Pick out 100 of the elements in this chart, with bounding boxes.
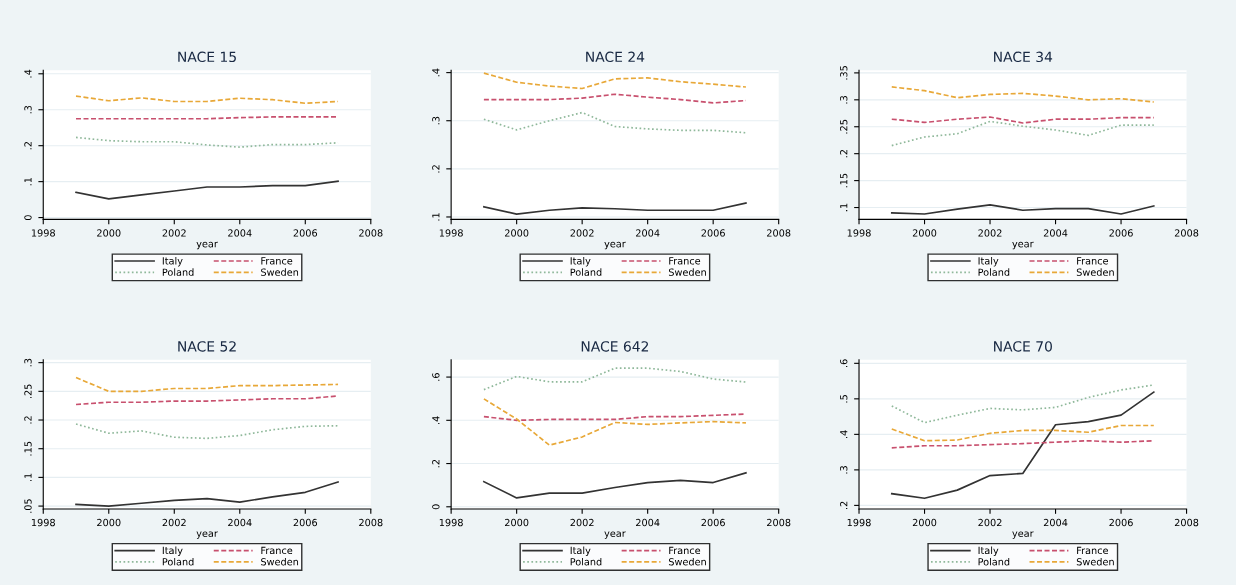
legend-label: France bbox=[669, 257, 701, 265]
y-tick-label: .15 bbox=[840, 173, 848, 188]
x-tick-label: 2008 bbox=[1174, 229, 1199, 237]
legend-label: Italy bbox=[570, 256, 591, 267]
x-tick-label: 2000 bbox=[504, 518, 529, 527]
x-axis-title: year bbox=[1012, 241, 1034, 250]
x-tick-label: 2002 bbox=[570, 229, 594, 237]
legend-label: Sweden bbox=[1076, 268, 1114, 276]
y-tick-label: .25 bbox=[24, 384, 32, 399]
y-tick-label: .2 bbox=[24, 142, 32, 150]
line-series bbox=[75, 180, 339, 200]
x-tick-label: 2008 bbox=[359, 229, 383, 237]
x-axis-title: year bbox=[604, 241, 626, 250]
y-tick-label: .2 bbox=[432, 165, 440, 173]
legend-label: Poland bbox=[570, 268, 602, 276]
x-tick-label: 2002 bbox=[978, 229, 1002, 237]
x-tick-label: 1998 bbox=[847, 229, 871, 237]
y-tick-label: .05 bbox=[24, 499, 32, 513]
chart-title: NACE 15 bbox=[178, 51, 236, 63]
x-tick-label: 2008 bbox=[1174, 518, 1199, 527]
y-tick-label: .3 bbox=[840, 466, 848, 474]
x-axis-title: year bbox=[196, 531, 218, 539]
y-tick-label: .6 bbox=[432, 373, 440, 381]
line-series bbox=[483, 413, 747, 422]
y-tick-label: .1 bbox=[24, 177, 32, 186]
x-tick-label: 2002 bbox=[162, 229, 186, 237]
x-tick-label: 2006 bbox=[701, 518, 725, 527]
x-tick-label: 2002 bbox=[162, 518, 186, 527]
x-tick-label: 1998 bbox=[847, 518, 871, 527]
x-tick-label: 2000 bbox=[97, 229, 121, 237]
x-tick-label: 2000 bbox=[912, 518, 937, 527]
x-tick-label: 2004 bbox=[1043, 518, 1068, 527]
y-tick-label: .4 bbox=[432, 416, 440, 424]
y-tick-label: .2 bbox=[840, 501, 848, 509]
legend-label: Sweden bbox=[668, 557, 706, 566]
y-tick-label: .5 bbox=[840, 395, 848, 403]
x-tick-label: 2006 bbox=[1109, 229, 1133, 237]
x-tick-label: 2000 bbox=[912, 229, 937, 237]
legend-label: Poland bbox=[162, 557, 194, 566]
x-tick-label: 2006 bbox=[293, 518, 318, 527]
line-series bbox=[890, 120, 1155, 147]
x-tick-label: 2006 bbox=[701, 229, 725, 237]
legend-label: Sweden bbox=[1076, 557, 1114, 566]
y-tick-label: .25 bbox=[840, 119, 848, 134]
x-axis-title: year bbox=[604, 531, 626, 539]
y-tick-label: 0 bbox=[24, 215, 32, 221]
x-axis-title: year bbox=[196, 241, 218, 250]
line-series bbox=[483, 398, 747, 447]
legend-label: Poland bbox=[978, 557, 1010, 566]
legend-label: Poland bbox=[162, 268, 194, 276]
x-tick-label: 1998 bbox=[439, 518, 463, 527]
line-series bbox=[890, 384, 1155, 424]
chart-title: NACE 52 bbox=[178, 341, 236, 352]
legend-label: Poland bbox=[978, 268, 1010, 276]
y-tick-label: 0 bbox=[432, 504, 440, 510]
legend-label: France bbox=[669, 546, 701, 555]
chart-title: NACE 24 bbox=[586, 51, 645, 63]
y-tick-label: .3 bbox=[432, 116, 440, 125]
x-tick-label: 2006 bbox=[293, 229, 318, 237]
x-tick-label: 2006 bbox=[1109, 518, 1133, 527]
legend-label: Italy bbox=[978, 546, 999, 556]
legend-label: France bbox=[1077, 257, 1109, 265]
x-tick-label: 1998 bbox=[439, 229, 463, 237]
line-series bbox=[75, 376, 339, 393]
y-tick-label: .2 bbox=[432, 459, 440, 468]
legend-label: Poland bbox=[570, 557, 602, 566]
line-series bbox=[890, 203, 1155, 215]
line-series bbox=[75, 395, 339, 406]
x-tick-label: 2004 bbox=[228, 518, 252, 527]
y-tick-label: .6 bbox=[840, 359, 848, 367]
x-tick-label: 2004 bbox=[636, 518, 660, 527]
y-tick-label: .15 bbox=[24, 441, 32, 456]
legend-label: Italy bbox=[162, 256, 183, 267]
y-tick-label: .3 bbox=[840, 95, 848, 104]
x-tick-label: 1998 bbox=[31, 518, 55, 527]
y-tick-label: .4 bbox=[432, 68, 440, 77]
legend-label: Sweden bbox=[261, 268, 299, 276]
legend-label: Italy bbox=[162, 546, 183, 556]
legend-label: France bbox=[1077, 546, 1109, 555]
x-tick-label: 2002 bbox=[978, 518, 1002, 527]
x-tick-label: 2004 bbox=[228, 229, 252, 237]
line-series bbox=[75, 423, 339, 440]
y-tick-label: .2 bbox=[24, 416, 32, 424]
x-axis-title: year bbox=[1012, 531, 1034, 539]
x-tick-label: 2000 bbox=[504, 229, 529, 237]
legend-label: Sweden bbox=[261, 557, 299, 566]
y-tick-label: .3 bbox=[24, 358, 32, 367]
x-tick-label: 2004 bbox=[636, 229, 660, 237]
x-tick-label: 2000 bbox=[97, 518, 121, 527]
line-series bbox=[890, 86, 1155, 103]
line-series bbox=[890, 424, 1155, 442]
y-tick-label: .4 bbox=[24, 69, 32, 78]
y-tick-label: .1 bbox=[840, 203, 848, 212]
legend-label: France bbox=[261, 257, 293, 265]
line-series bbox=[483, 367, 747, 391]
x-tick-label: 2008 bbox=[767, 518, 791, 527]
y-tick-label: .3 bbox=[24, 105, 32, 114]
x-tick-label: 2008 bbox=[767, 229, 791, 237]
line-series bbox=[75, 95, 339, 105]
y-tick-label: .2 bbox=[840, 150, 848, 158]
